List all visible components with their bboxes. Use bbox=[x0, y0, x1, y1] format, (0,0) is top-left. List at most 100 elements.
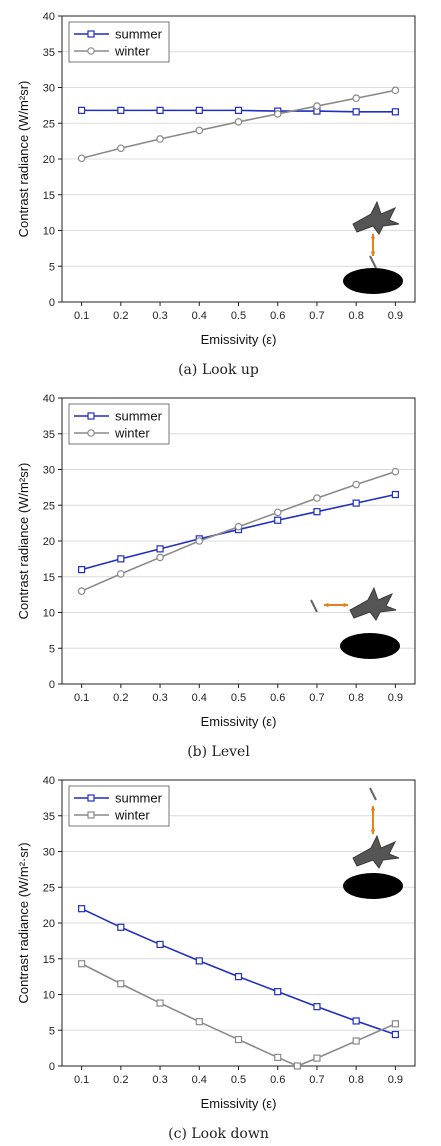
point-summer-5 bbox=[274, 516, 282, 524]
range-arrow-head-start bbox=[370, 234, 376, 239]
legend-marker-summer bbox=[87, 30, 95, 38]
y-axis-label: Contrast radiance (W/m²sr) bbox=[16, 463, 31, 620]
point-winter-4 bbox=[234, 118, 243, 126]
point-summer-8 bbox=[391, 1030, 399, 1039]
point-winter-2 bbox=[156, 553, 164, 562]
y-tick-label-1: 5 bbox=[49, 261, 55, 273]
point-winter-3 bbox=[195, 537, 204, 545]
point-winter-4 bbox=[234, 1035, 243, 1044]
point-winter-3 bbox=[195, 126, 204, 135]
y-tick-label-7: 35 bbox=[43, 429, 55, 441]
point-winter-5 bbox=[273, 508, 282, 517]
x-tick-label-5: 0.6 bbox=[270, 692, 285, 704]
point-winter-7 bbox=[352, 94, 360, 103]
background-disc bbox=[340, 633, 400, 659]
point-summer-3 bbox=[195, 957, 203, 965]
legend-box bbox=[68, 21, 170, 63]
legend-box bbox=[68, 785, 170, 827]
y-tick-label-0: 0 bbox=[49, 679, 55, 691]
point-winter-2 bbox=[156, 999, 164, 1007]
point-summer-2 bbox=[156, 106, 164, 114]
x-tick-label-4: 0.5 bbox=[231, 1074, 246, 1086]
figure-caption: (a) Look up bbox=[178, 362, 259, 378]
chart-0: 0 5 10 15 20 25 30 35 40 0.1 0.2 0.3 0.4 0.5 0.6 0.7 0.8… bbox=[16, 11, 416, 378]
point-summer-4 bbox=[234, 973, 243, 981]
legend-label-summer: summer bbox=[115, 409, 163, 424]
legend-label-winter: winter bbox=[114, 44, 150, 59]
legend-marker-summer bbox=[87, 412, 95, 420]
point-winter-0 bbox=[77, 587, 86, 595]
point-summer-1 bbox=[117, 106, 125, 114]
chart-panel-look-down: 0 5 10 15 20 25 30 35 40 0.1 0.2 0.3 0.4 0.5 0.6 0.7 0.8… bbox=[16, 775, 416, 1142]
y-tick-label-6: 30 bbox=[43, 83, 55, 95]
legend-marker-summer bbox=[87, 794, 95, 802]
point-summer-1 bbox=[117, 555, 125, 563]
y-tick-label-2: 10 bbox=[43, 608, 55, 620]
chart-panel-look-up: 0 5 10 15 20 25 30 35 40 0.1 0.2 0.3 0.4 0.5 0.6 0.7 0.8… bbox=[16, 11, 416, 378]
range-arrow-head-start bbox=[324, 602, 329, 608]
point-summer-6 bbox=[313, 1003, 321, 1011]
x-tick-label-4: 0.5 bbox=[231, 310, 246, 322]
point-winter-6 bbox=[313, 494, 321, 502]
point-winter-7 bbox=[352, 480, 360, 489]
legend-label-winter: winter bbox=[114, 426, 150, 441]
point-summer-3 bbox=[195, 106, 203, 114]
point-summer-7 bbox=[352, 108, 360, 116]
background-disc bbox=[343, 873, 403, 899]
point-winter-3 bbox=[195, 1018, 203, 1026]
x-tick-label-6: 0.7 bbox=[309, 692, 324, 704]
point-summer-2 bbox=[156, 940, 164, 949]
chart-2: 0 5 10 15 20 25 30 35 40 0.1 0.2 0.3 0.4 0.5 0.6 0.7 0.8… bbox=[16, 775, 416, 1142]
point-summer-7 bbox=[352, 1017, 360, 1025]
x-tick-label-2: 0.3 bbox=[152, 310, 167, 322]
aircraft-icon bbox=[352, 200, 400, 235]
point-winter-0 bbox=[77, 154, 86, 163]
sensor-icon bbox=[369, 787, 377, 801]
y-tick-label-0: 0 bbox=[49, 297, 55, 309]
background-disc bbox=[343, 268, 403, 294]
x-tick-label-7: 0.8 bbox=[349, 1074, 364, 1086]
range-arrow-head-end bbox=[343, 602, 348, 608]
legend-box bbox=[68, 403, 170, 445]
y-tick-label-0: 0 bbox=[49, 1061, 55, 1073]
x-axis-label: Emissivity (ε) bbox=[201, 332, 277, 347]
point-summer-2 bbox=[156, 545, 164, 553]
chart-panel-level: 0 5 10 15 20 25 30 35 40 0.1 0.2 0.3 0.4 0.5 0.6 0.7 0.8… bbox=[16, 393, 416, 760]
point-summer-6 bbox=[313, 508, 321, 516]
y-axis-label: Contrast radiance (W/m²sr) bbox=[16, 81, 31, 238]
figure-caption: (c) Look down bbox=[168, 1126, 269, 1142]
range-arrow-head-start bbox=[370, 806, 376, 811]
x-axis-label: Emissivity (ε) bbox=[201, 1096, 277, 1111]
x-tick-label-3: 0.4 bbox=[192, 692, 207, 704]
point-winter-1 bbox=[117, 980, 125, 988]
y-tick-label-4: 20 bbox=[43, 154, 55, 166]
point-winter-6 bbox=[313, 102, 321, 110]
legend-label-summer: summer bbox=[115, 27, 163, 42]
x-tick-label-8: 0.9 bbox=[388, 310, 403, 322]
range-arrow-head-end bbox=[370, 829, 376, 834]
y-tick-label-5: 25 bbox=[43, 118, 55, 130]
x-tick-label-5: 0.6 bbox=[270, 1074, 285, 1086]
point-summer-1 bbox=[117, 923, 125, 931]
x-tick-label-6: 0.7 bbox=[309, 1074, 324, 1086]
y-tick-label-1: 5 bbox=[49, 1025, 55, 1037]
x-tick-label-1: 0.2 bbox=[113, 1074, 128, 1086]
y-tick-label-3: 15 bbox=[43, 572, 55, 584]
x-tick-label-0: 0.1 bbox=[74, 310, 89, 322]
y-tick-label-5: 25 bbox=[43, 882, 55, 894]
x-axis-label: Emissivity (ε) bbox=[201, 714, 277, 729]
x-tick-label-2: 0.3 bbox=[152, 692, 167, 704]
y-tick-label-6: 30 bbox=[43, 847, 55, 859]
point-winter-5 bbox=[274, 1053, 282, 1062]
legend-marker-winter bbox=[87, 811, 95, 819]
figure-caption: (b) Level bbox=[187, 744, 250, 760]
aircraft-icon bbox=[349, 586, 397, 621]
point-winter-2 bbox=[156, 135, 164, 143]
y-tick-label-7: 35 bbox=[43, 47, 55, 59]
x-tick-label-0: 0.1 bbox=[74, 1074, 89, 1086]
point-winter-8 bbox=[391, 467, 400, 476]
x-tick-label-7: 0.8 bbox=[349, 310, 364, 322]
point-summer-7 bbox=[352, 499, 360, 507]
y-tick-label-7: 35 bbox=[43, 811, 55, 823]
sensor-icon bbox=[310, 599, 318, 613]
